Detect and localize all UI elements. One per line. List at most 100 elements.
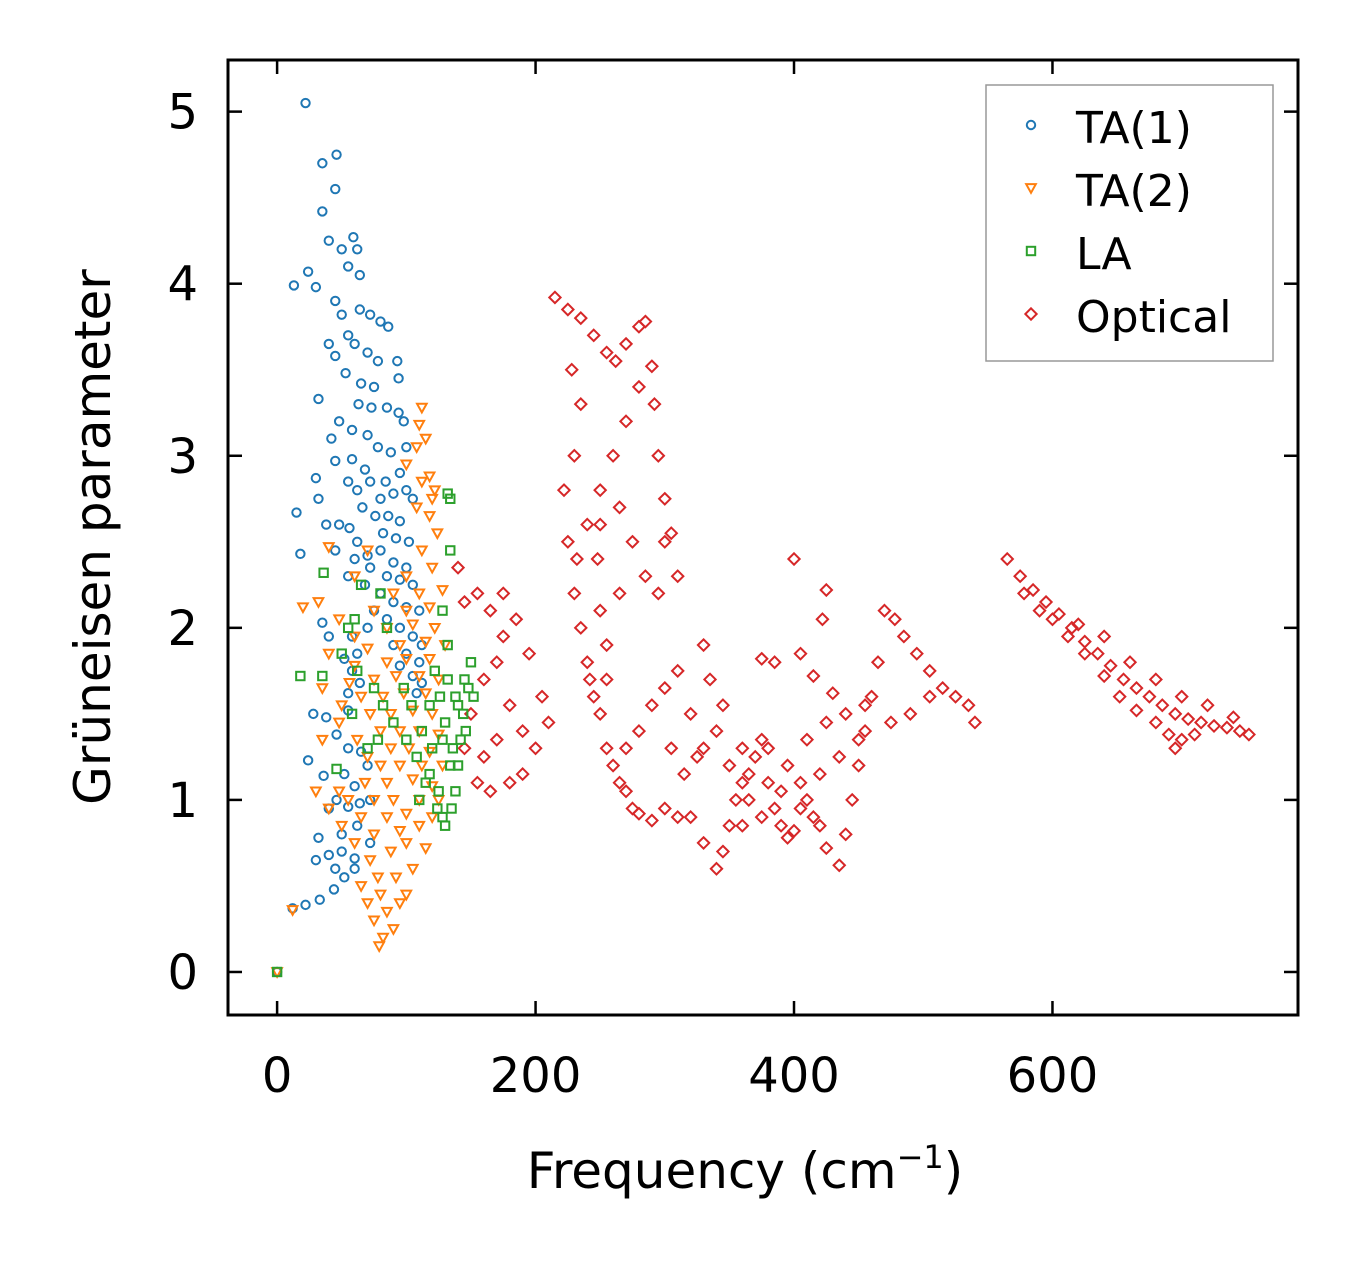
data-point-la	[420, 777, 431, 788]
data-point-optical	[1038, 594, 1054, 610]
data-point-la	[346, 708, 358, 720]
data-point-ta1	[342, 476, 354, 487]
data-point-ta2	[406, 705, 420, 718]
data-point-ta1	[414, 657, 425, 668]
data-point-ta1	[346, 424, 358, 436]
data-point-optical	[1200, 698, 1215, 713]
data-point-optical	[780, 830, 795, 845]
data-point-ta1	[333, 519, 345, 530]
data-point-optical	[470, 775, 485, 790]
data-point-la	[375, 588, 386, 599]
data-point-ta2	[425, 493, 439, 506]
data-point-optical	[1232, 723, 1247, 739]
data-point-optical	[1193, 715, 1209, 730]
data-point-optical	[618, 741, 634, 756]
data-point-optical	[670, 810, 685, 825]
data-point-optical	[1206, 718, 1222, 734]
data-point-optical	[806, 668, 821, 684]
x-tick-label-400: 400	[748, 1048, 840, 1104]
x-tick-label-600: 600	[1007, 1048, 1099, 1104]
data-point-optical	[1122, 655, 1138, 670]
data-point-optical	[509, 612, 524, 627]
data-point-optical	[870, 655, 886, 670]
data-point-ta2	[432, 674, 446, 687]
data-point-optical	[883, 715, 899, 730]
data-point-ta2	[435, 585, 450, 597]
data-point-ta1	[352, 820, 363, 831]
data-point-optical	[590, 551, 605, 567]
data-point-optical	[573, 620, 588, 635]
data-point-optical	[496, 629, 511, 644]
legend-symbol-optical	[1023, 306, 1039, 322]
data-point-la	[318, 567, 329, 578]
legend-entry-la: LA	[1025, 229, 1132, 280]
data-point-ta2	[384, 846, 398, 859]
data-point-la	[406, 700, 417, 711]
data-point-ta1	[398, 416, 409, 427]
data-point-optical	[657, 491, 672, 506]
data-point-ta2	[389, 671, 403, 683]
y-tick-label-5: 5	[167, 85, 198, 141]
data-point-optical	[647, 397, 662, 412]
data-point-optical	[838, 827, 853, 842]
data-point-optical	[631, 379, 647, 395]
data-point-optical	[1097, 668, 1112, 684]
data-point-la	[295, 670, 306, 682]
data-point-ta2	[348, 838, 362, 850]
data-point-ta2	[415, 402, 429, 415]
data-point-ta1	[302, 755, 314, 766]
data-point-la	[381, 622, 393, 634]
data-point-optical	[612, 586, 627, 601]
data-point-optical	[799, 792, 815, 807]
data-point-optical	[896, 629, 911, 644]
data-point-ta2	[412, 419, 426, 432]
data-point-la	[434, 691, 446, 702]
data-point-optical	[580, 655, 595, 670]
data-point-ta2	[425, 709, 439, 721]
data-point-optical	[560, 534, 575, 549]
data-point-ta2	[386, 588, 400, 601]
data-point-ta1	[381, 571, 393, 582]
data-point-ta1	[352, 536, 363, 548]
data-point-optical	[618, 336, 634, 352]
data-point-ta2	[415, 476, 429, 489]
data-point-ta2	[384, 709, 398, 721]
data-point-optical	[1077, 646, 1092, 661]
data-point-ta1	[416, 677, 428, 689]
data-point-ta2	[435, 760, 450, 773]
data-point-ta1	[333, 416, 345, 427]
data-point-ta2	[380, 657, 394, 670]
data-point-ta1	[407, 493, 418, 504]
data-point-optical	[582, 672, 597, 687]
data-point-ta2	[296, 602, 310, 615]
data-point-optical	[599, 345, 614, 360]
data-point-ta1	[330, 295, 341, 307]
data-point-optical	[631, 806, 647, 821]
data-point-ta1	[308, 708, 319, 720]
data-point-ta2	[335, 820, 349, 833]
data-point-optical	[1060, 629, 1076, 644]
data-point-ta2	[399, 838, 413, 850]
data-point-la	[372, 734, 384, 745]
data-point-la	[424, 700, 435, 711]
data-point-ta1	[393, 407, 404, 418]
data-point-la	[450, 786, 461, 797]
data-point-optical	[470, 586, 485, 601]
data-point-optical	[618, 784, 634, 799]
data-point-optical	[741, 792, 756, 807]
data-point-ta1	[349, 338, 360, 350]
data-point-optical	[644, 813, 659, 828]
data-point-optical	[541, 715, 556, 730]
data-point-optical	[1181, 711, 1196, 727]
data-point-ta1	[401, 441, 412, 453]
data-point-la	[433, 786, 444, 797]
legend-marker-ta1	[1025, 119, 1037, 131]
data-point-ta2	[406, 774, 420, 787]
data-point-ta2	[412, 588, 426, 601]
data-point-optical	[1000, 551, 1015, 567]
data-point-optical	[767, 801, 782, 816]
data-point-optical	[573, 397, 588, 412]
data-point-ta2	[361, 545, 375, 558]
data-point-la	[368, 682, 380, 694]
data-point-ta2	[386, 795, 400, 807]
